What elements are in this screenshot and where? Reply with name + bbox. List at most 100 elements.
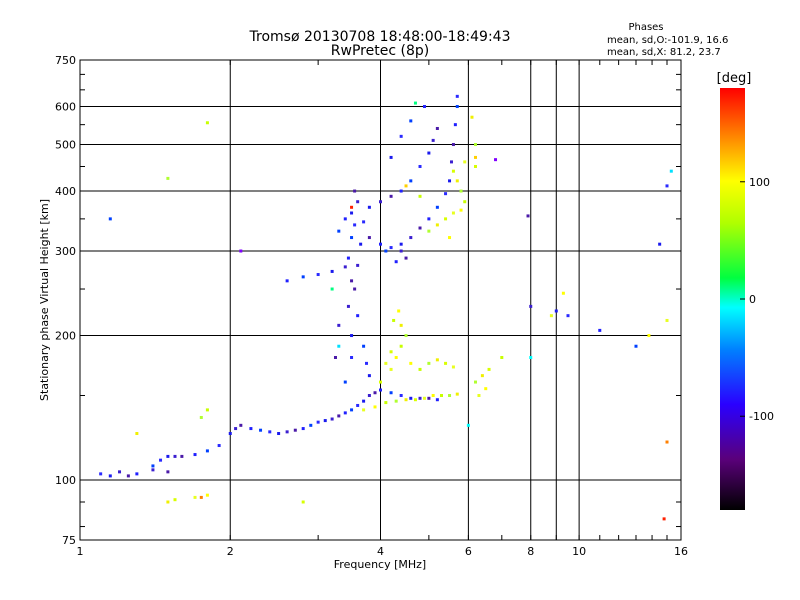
data-point <box>427 396 431 400</box>
colorbar-tick-label: 100 <box>749 176 770 189</box>
data-point <box>399 189 403 193</box>
data-point <box>205 493 209 497</box>
data-point <box>343 265 347 269</box>
data-point <box>413 101 417 105</box>
data-point <box>453 123 457 127</box>
data-point <box>529 304 533 308</box>
data-point <box>418 226 422 230</box>
y-tick-label: 75 <box>62 534 76 547</box>
data-point <box>353 223 357 227</box>
data-point <box>549 314 553 318</box>
data-point <box>367 236 371 240</box>
data-point <box>384 401 388 405</box>
data-point <box>473 164 477 168</box>
y-tick-label: 400 <box>55 185 76 198</box>
data-point <box>353 287 357 291</box>
data-point <box>379 388 382 392</box>
data-point <box>404 398 408 402</box>
data-point <box>249 427 253 431</box>
data-point <box>350 334 354 338</box>
data-point <box>389 246 393 250</box>
grid-lines <box>80 60 681 540</box>
y-tick-label: 300 <box>55 245 76 258</box>
data-point <box>392 318 396 322</box>
data-point <box>285 279 289 283</box>
x-tick-label: 6 <box>465 545 472 558</box>
data-point <box>409 179 413 183</box>
data-point <box>356 403 360 407</box>
data-point <box>647 334 651 338</box>
data-point <box>350 355 354 359</box>
data-point <box>356 263 360 267</box>
data-point <box>362 399 366 403</box>
data-point <box>343 217 347 221</box>
data-point <box>389 350 393 354</box>
y-axis-label: Stationary phase Virtual Height [km] <box>38 199 51 401</box>
data-point <box>108 474 112 478</box>
data-point <box>301 500 305 504</box>
data-point <box>484 387 488 391</box>
data-point <box>427 361 431 365</box>
x-tick-label: 16 <box>674 545 688 558</box>
data-point <box>451 365 455 369</box>
data-point <box>330 269 334 273</box>
data-point <box>173 454 177 458</box>
data-point <box>285 430 289 434</box>
x-tick-label: 1 <box>77 545 84 558</box>
data-point <box>350 408 354 412</box>
data-point <box>166 500 170 504</box>
data-point <box>135 472 139 476</box>
data-point <box>399 242 403 246</box>
data-point <box>455 179 459 183</box>
data-point <box>444 192 448 196</box>
data-point <box>448 179 452 183</box>
data-point <box>135 432 139 436</box>
data-point <box>397 309 401 313</box>
data-point <box>500 355 504 359</box>
data-points <box>99 94 673 521</box>
data-point <box>379 242 382 246</box>
data-point <box>337 229 341 233</box>
data-point <box>418 396 422 400</box>
data-point <box>277 432 281 436</box>
data-point <box>459 189 463 193</box>
data-point <box>333 355 337 359</box>
data-point <box>418 164 422 168</box>
data-point <box>309 423 313 427</box>
data-point <box>449 160 453 164</box>
y-tick-label: 750 <box>55 54 76 67</box>
data-point <box>118 470 122 474</box>
y-tick-label: 200 <box>55 330 76 343</box>
data-point <box>268 430 272 434</box>
data-point <box>435 205 439 209</box>
data-point <box>566 314 570 318</box>
legend-title: Phases <box>628 22 663 33</box>
data-point <box>151 464 155 468</box>
data-point <box>451 211 455 215</box>
data-point <box>409 119 413 123</box>
data-point <box>373 391 377 395</box>
data-point <box>356 314 360 318</box>
data-point <box>166 470 170 474</box>
data-point <box>409 361 413 365</box>
data-point <box>444 361 448 365</box>
data-point <box>343 380 347 384</box>
data-point <box>379 380 382 384</box>
data-point <box>173 498 177 502</box>
data-point <box>389 155 393 159</box>
data-point <box>228 432 232 436</box>
y-tick-label: 100 <box>55 474 76 487</box>
data-point <box>451 169 455 173</box>
data-point <box>356 200 360 204</box>
data-point <box>448 236 452 240</box>
data-point <box>409 236 413 240</box>
data-point <box>431 394 435 398</box>
data-point <box>199 415 203 419</box>
data-point <box>658 242 662 246</box>
data-point <box>151 468 155 472</box>
data-point <box>435 126 439 130</box>
data-point <box>126 474 130 478</box>
legend-line-x-mode: mean, sd,X: 81.2, 23.7 <box>607 47 721 58</box>
data-point <box>448 394 452 398</box>
